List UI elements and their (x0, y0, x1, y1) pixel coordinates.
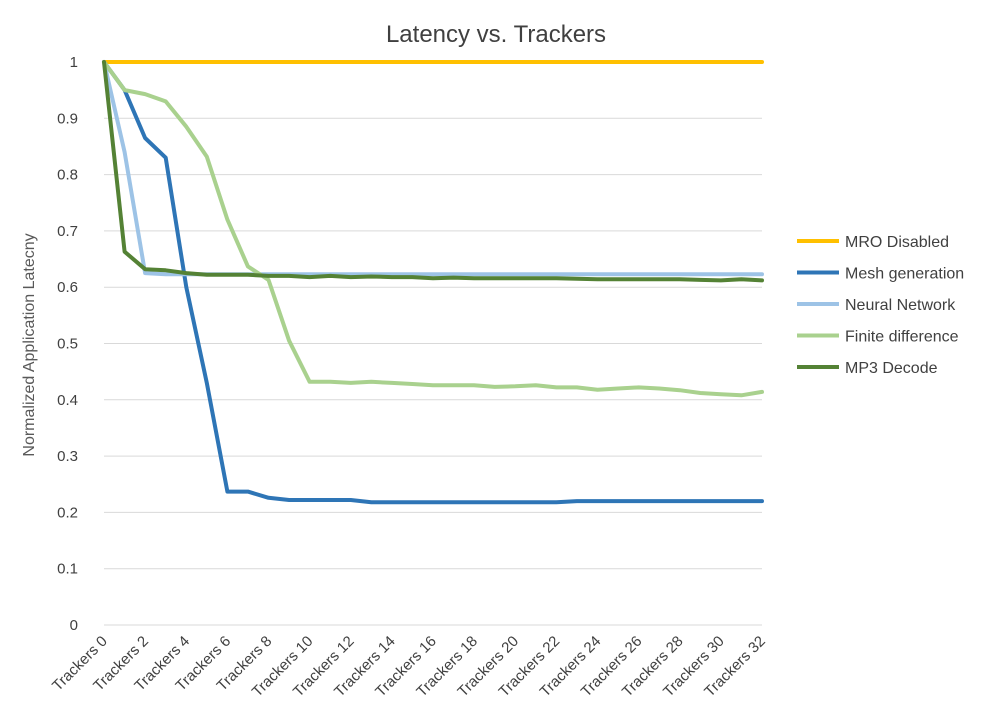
legend-label: Neural Network (845, 297, 956, 314)
y-tick-label: 0.7 (57, 223, 78, 240)
legend-label: Finite difference (845, 329, 959, 346)
y-tick-label: 0.1 (57, 561, 78, 578)
legend-label: MP3 Decode (845, 360, 938, 377)
series-line-neural-network (102, 60, 764, 277)
gridlines (104, 61, 762, 626)
y-axis-label: Normalized Application Latecny (21, 233, 38, 456)
y-tick-label: 0.3 (57, 448, 78, 465)
series-line-finite-difference (102, 60, 764, 398)
legend: MRO Disabled Mesh generation Neural Networ… (797, 234, 964, 377)
y-tick-label: 0.4 (57, 392, 78, 409)
y-tick-label: 0.6 (57, 279, 78, 296)
y-axis-ticks: 0 0.1 0.2 0.3 0.4 0.5 0.6 0.7 0.8 0.9 1 (57, 54, 78, 634)
y-tick-label: 0 (70, 617, 78, 634)
y-tick-label: 0.2 (57, 504, 78, 521)
y-tick-label: 1 (70, 54, 78, 71)
y-tick-label: 0.5 (57, 336, 78, 353)
chart-title: Latency vs. Trackers (386, 21, 606, 48)
series-line-mesh-generation (102, 60, 764, 505)
y-tick-label: 0.9 (57, 110, 78, 127)
series-line-mp3-decode (102, 60, 764, 283)
series-lines (102, 60, 764, 505)
y-tick-label: 0.8 (57, 167, 78, 184)
legend-label: MRO Disabled (845, 234, 949, 251)
legend-label: Mesh generation (845, 266, 964, 283)
